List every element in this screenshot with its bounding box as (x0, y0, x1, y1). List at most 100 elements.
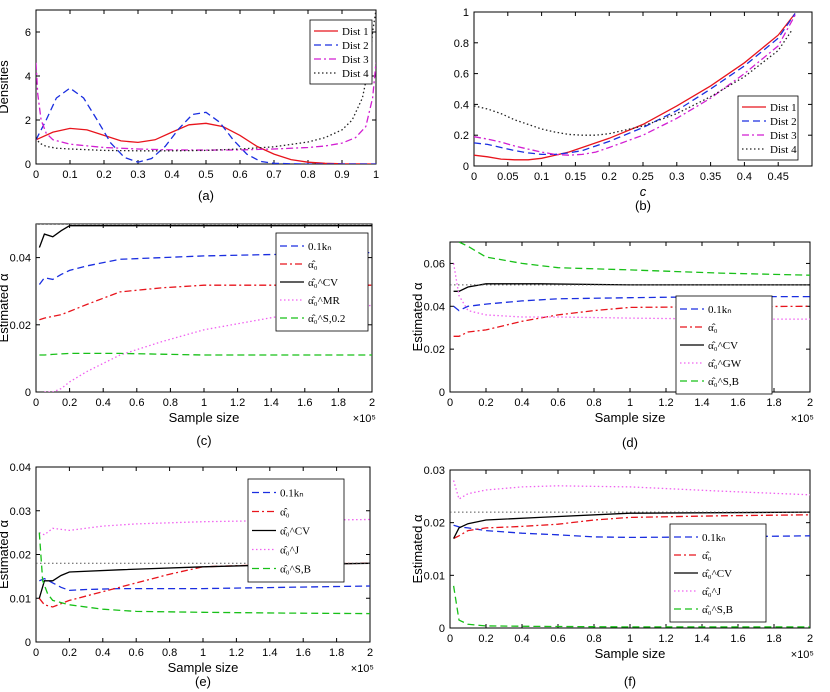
chart-panel-f: 0 0.2 0.4 0.6 0.8 1 1.2 1.4 1.6 1.8 2 0 0.01 0.02 0.03… (410, 465, 814, 689)
x-tick-label: 0.15 (565, 171, 586, 183)
x-tick-label: 0.6 (550, 633, 565, 645)
legend-label: α̂₀ (308, 259, 318, 271)
y-tick-label: 0.2 (454, 130, 469, 142)
series-line-0.1k_n (453, 295, 810, 312)
legend-label: α̂₀^GW (708, 358, 742, 370)
legend-label: Dist 1 (770, 102, 797, 114)
series-line-Dist 2 (36, 87, 376, 164)
x-tick-label: 0.2 (478, 397, 493, 409)
x-tick-label: 0.2 (602, 171, 617, 183)
y-tick-label: 0.02 (10, 320, 31, 332)
x-tick-label: 2 (807, 633, 813, 645)
x-tick-label: 2 (807, 397, 813, 409)
legend-label: α̂₀^S,0.2 (308, 313, 345, 325)
x-tick-label: 0.8 (586, 397, 601, 409)
legend: Dist 1 Dist 2 Dist 3 Dist 4 (309, 19, 373, 85)
chart-panel-d: 0 0.2 0.4 0.6 0.8 1 1.2 1.4 1.6 1.8 2 0 0.02 0.04 0.06… (410, 241, 814, 450)
x-tick-label: 0.8 (163, 397, 178, 409)
legend-label: α̂₀^J (280, 545, 300, 557)
y-tick-label: 0.6 (454, 69, 469, 81)
x-tick-label: 0 (447, 397, 453, 409)
x-axis-label: Sample size (169, 410, 240, 425)
x-multiplier: ×10⁵ (353, 413, 376, 425)
y-tick-label: 0.01 (10, 593, 31, 605)
legend-label: α̂₀ (702, 550, 712, 562)
series-line-alpha0_SB (38, 532, 370, 615)
series-line-0.1k_n (38, 251, 372, 285)
x-tick-label: 1.8 (766, 397, 781, 409)
x-tick-label: 0.4 (95, 647, 110, 659)
x-multiplier: ×10⁵ (351, 663, 374, 675)
x-tick-label: 0.1 (62, 169, 77, 181)
x-tick-label: 0 (33, 647, 39, 659)
y-tick-label: 0.02 (424, 344, 445, 356)
legend: 0.1kₙ α̂₀ α̂₀^CV α̂₀^J α̂₀^S,B (669, 523, 767, 623)
x-tick-label: 1.6 (297, 397, 312, 409)
y-axis-label: Estimated α (0, 520, 11, 589)
x-tick-label: 0.1 (534, 171, 549, 183)
legend: 0.1kₙ α̂₀ α̂₀^CV α̂₀^GW α̂₀^S,B (675, 295, 773, 395)
legend-label: α̂₀^S,B (708, 376, 739, 388)
legend-label: Dist 2 (770, 116, 797, 128)
x-tick-label: 0.45 (767, 171, 788, 183)
series-line-alpha0_J (452, 480, 810, 500)
x-multiplier: ×10⁵ (791, 413, 814, 425)
x-tick-label: 0.35 (700, 171, 721, 183)
x-tick-label: 1.4 (694, 633, 709, 645)
legend-label: 0.1kₙ (708, 304, 732, 316)
y-tick-label: 4 (25, 71, 31, 83)
x-tick-label: 1.2 (658, 633, 673, 645)
x-tick-label: 1 (373, 169, 379, 181)
x-tick-label: 1.4 (262, 647, 277, 659)
x-tick-label: 0.4 (737, 171, 752, 183)
series-line-alpha0_CV (453, 511, 810, 539)
legend-label: α̂₀^J (702, 586, 722, 598)
y-tick-label: 2 (25, 115, 31, 127)
x-axis-label: Sample size (168, 660, 239, 675)
chart-panel-e: 0 0.2 0.4 0.6 0.8 1 1.2 1.4 1.6 1.8 2 0 0.01 0.02 0.03… (0, 462, 374, 689)
legend-label: α̂₀^CV (702, 568, 732, 580)
series-line-alpha0_J (39, 518, 370, 536)
x-tick-label: 1.6 (730, 633, 745, 645)
legend-label: α̂₀ (708, 322, 718, 334)
legend-label: α̂₀^S,B (702, 604, 733, 616)
x-tick-label: 0.3 (130, 169, 145, 181)
legend-label: α̂₀^CV (280, 526, 310, 538)
x-tick-label: 0.4 (164, 169, 179, 181)
series-line-alpha0_CV (38, 225, 372, 248)
panel-caption: (c) (196, 433, 211, 448)
x-tick-label: 2 (369, 397, 375, 409)
x-tick-label: 0.8 (300, 169, 315, 181)
x-tick-label: 1.6 (730, 397, 745, 409)
x-axis-label: Sample size (595, 646, 666, 661)
x-tick-label: 0.2 (62, 397, 77, 409)
chart-panel-b: 0 0.05 0.1 0.15 0.2 0.25 0.3 0.35 0.4 0.45 0 0.2 0.4… (454, 7, 813, 213)
y-tick-label: 0.03 (10, 506, 31, 518)
series-line-Dist 4 (36, 10, 376, 152)
x-tick-label: 1 (627, 397, 633, 409)
y-tick-label: 0 (439, 623, 445, 635)
legend-label: Dist 4 (770, 144, 797, 156)
y-tick-label: 6 (25, 27, 31, 39)
panel-caption: (b) (635, 198, 651, 213)
y-tick-label: 0.04 (10, 253, 31, 265)
series-line-alpha0_SB (458, 242, 810, 276)
y-tick-label: 0.4 (454, 99, 469, 111)
legend-label: α̂₀^CV (308, 277, 338, 289)
y-axis-label: Estimated α (410, 282, 425, 351)
x-tick-label: 1.4 (264, 397, 279, 409)
x-tick-label: 1.4 (694, 397, 709, 409)
legend-label: 0.1kₙ (702, 532, 726, 544)
series-line-Dist 3 (36, 62, 376, 151)
x-tick-label: 0 (33, 397, 39, 409)
legend: 0.1kₙ α̂₀ α̂₀^CV α̂₀^J α̂₀^S,B (247, 478, 345, 583)
legend-label: α̂₀^MR (308, 295, 341, 307)
legend-label: Dist 3 (770, 130, 797, 142)
y-tick-label: 0 (25, 159, 31, 171)
y-tick-label: 0 (463, 161, 469, 173)
x-axis-label: c (640, 184, 647, 199)
legend-label: α̂₀^CV (708, 340, 738, 352)
x-tick-label: 0 (447, 633, 453, 645)
x-tick-label: 0 (33, 169, 39, 181)
y-tick-label: 1 (463, 7, 469, 19)
